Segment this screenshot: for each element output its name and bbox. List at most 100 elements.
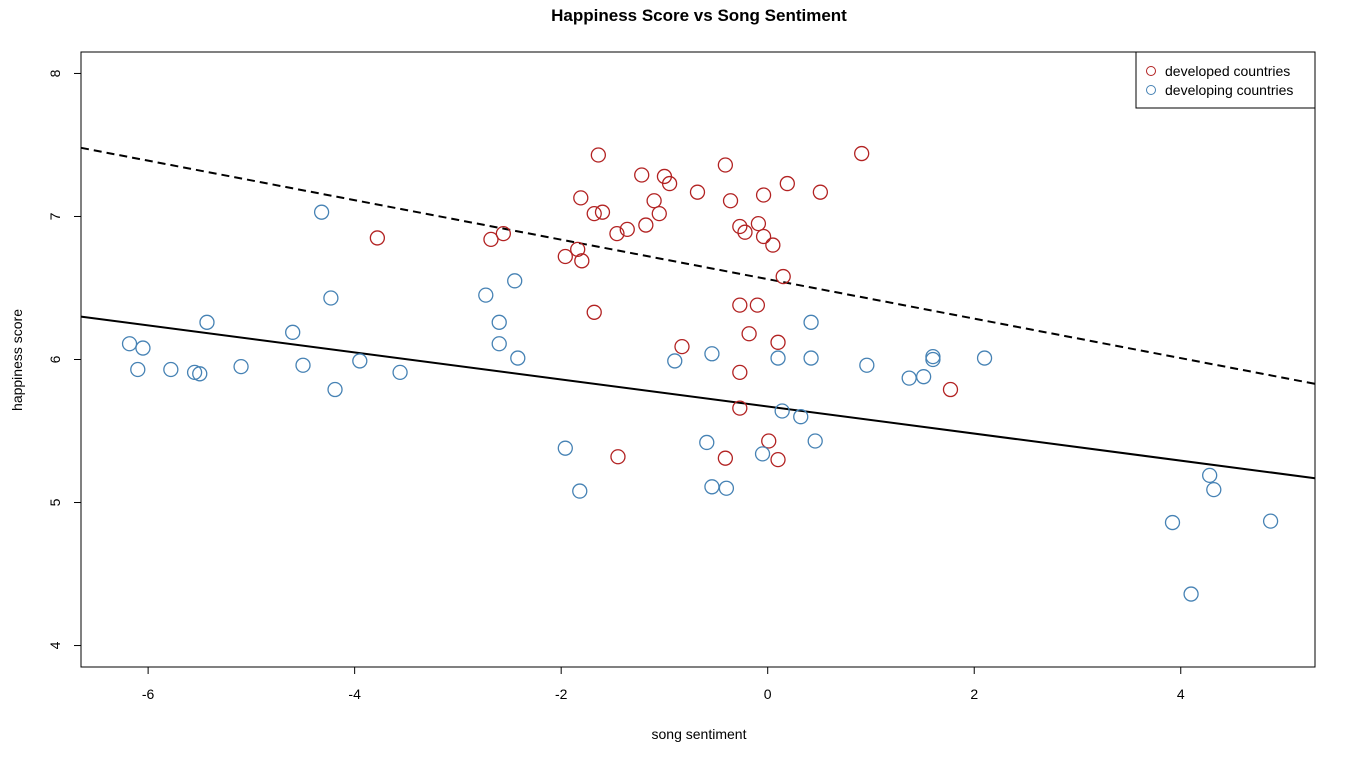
- developing-point: [793, 409, 809, 425]
- developing-point: [803, 314, 819, 330]
- developed-point: [779, 175, 795, 192]
- developing-point: [478, 287, 494, 303]
- developing-point: [1262, 513, 1279, 529]
- y-tick-label: 6: [47, 355, 63, 363]
- developed-point: [812, 184, 829, 200]
- legend: developed countries developing countries: [1135, 51, 1316, 109]
- y-tick-label: 4: [47, 641, 63, 649]
- developed-point: [557, 248, 573, 265]
- developing-point: [925, 348, 941, 365]
- developed-point: [495, 225, 511, 242]
- x-tick-label: 4: [1177, 686, 1185, 702]
- developing-point: [313, 204, 330, 220]
- developed-point: [755, 228, 772, 245]
- developed-point: [573, 190, 589, 206]
- developed-point: [651, 205, 667, 222]
- developed-point: [570, 241, 586, 258]
- y-tick-label: 5: [47, 498, 63, 506]
- developing-point: [915, 369, 932, 385]
- developed-point: [749, 297, 766, 313]
- developed-point: [942, 381, 959, 398]
- developed-point: [755, 187, 772, 203]
- developing-point: [199, 314, 215, 330]
- data-points: [121, 145, 1279, 602]
- developing-point: [1202, 467, 1218, 483]
- developed-point: [741, 326, 757, 342]
- developing-point: [135, 340, 151, 356]
- developing-point: [186, 364, 203, 381]
- developing-point: [667, 353, 683, 369]
- y-tick-label: 7: [47, 212, 63, 220]
- developing-point: [285, 324, 301, 340]
- developing-point: [1183, 586, 1199, 602]
- developing-point: [699, 434, 715, 451]
- developed-point: [619, 221, 635, 237]
- legend-marker-developing: [1146, 85, 1156, 95]
- developed-point: [737, 224, 753, 240]
- x-tick-label: -6: [142, 686, 155, 702]
- developed-point: [574, 253, 590, 269]
- developing-point: [295, 357, 311, 373]
- developed-point: [770, 451, 786, 468]
- legend-box: [1135, 51, 1316, 109]
- developed-point: [638, 217, 654, 233]
- developing-point: [803, 350, 819, 366]
- developing-point: [1206, 482, 1222, 498]
- developing-point: [807, 433, 823, 449]
- developed-point: [732, 218, 748, 235]
- y-axis-label: happiness score: [9, 309, 25, 411]
- developing-point: [1164, 514, 1181, 531]
- developing-point: [121, 336, 138, 352]
- developing-point: [323, 290, 339, 306]
- developing-point: [718, 480, 735, 496]
- developing-point: [774, 403, 790, 419]
- developing-point: [352, 353, 368, 369]
- developed-point: [634, 167, 650, 183]
- y-tick-label: 8: [47, 69, 63, 77]
- developing-point: [557, 440, 573, 456]
- developing-point: [572, 483, 588, 499]
- developed-point: [586, 205, 602, 222]
- developing-point: [507, 273, 523, 289]
- x-axis: -6 -4 -2 0 2 4: [142, 667, 1185, 702]
- plot-frame: [80, 51, 1316, 668]
- developing-point: [491, 314, 507, 330]
- developing-point: [233, 359, 249, 375]
- developed-point: [610, 449, 626, 465]
- developing-point: [704, 346, 720, 362]
- x-axis-label: song sentiment: [652, 726, 747, 742]
- developed-point: [674, 338, 690, 355]
- developed-point: [594, 204, 611, 220]
- developing-point: [901, 370, 917, 386]
- developed-point: [761, 433, 777, 449]
- developing-point: [976, 350, 993, 366]
- developing-point: [491, 336, 507, 352]
- developing-point: [754, 446, 771, 462]
- legend-label-developed: developed countries: [1165, 63, 1290, 79]
- developed-point: [854, 145, 870, 162]
- developed-point: [646, 193, 662, 209]
- developed-point: [717, 450, 734, 466]
- developed-point: [750, 215, 767, 232]
- developed-point: [369, 230, 386, 246]
- developed-point: [609, 225, 625, 242]
- developed-point: [586, 304, 602, 320]
- developed-point: [732, 297, 748, 313]
- regression-lines: [80, 146, 1316, 480]
- developing-point: [925, 351, 941, 368]
- developed-point: [732, 400, 748, 416]
- developing-point: [192, 366, 208, 382]
- x-tick-label: -4: [348, 686, 361, 702]
- developed-point: [483, 231, 499, 248]
- developing-point: [510, 350, 526, 366]
- developing-point: [704, 479, 720, 495]
- developing-point: [130, 361, 146, 378]
- developed-point: [689, 184, 706, 200]
- developed-point: [775, 268, 791, 285]
- developed-point: [661, 175, 678, 192]
- developing-point: [163, 361, 179, 378]
- developed-point: [732, 364, 748, 381]
- developed-point: [722, 193, 739, 209]
- developing-point: [859, 357, 875, 373]
